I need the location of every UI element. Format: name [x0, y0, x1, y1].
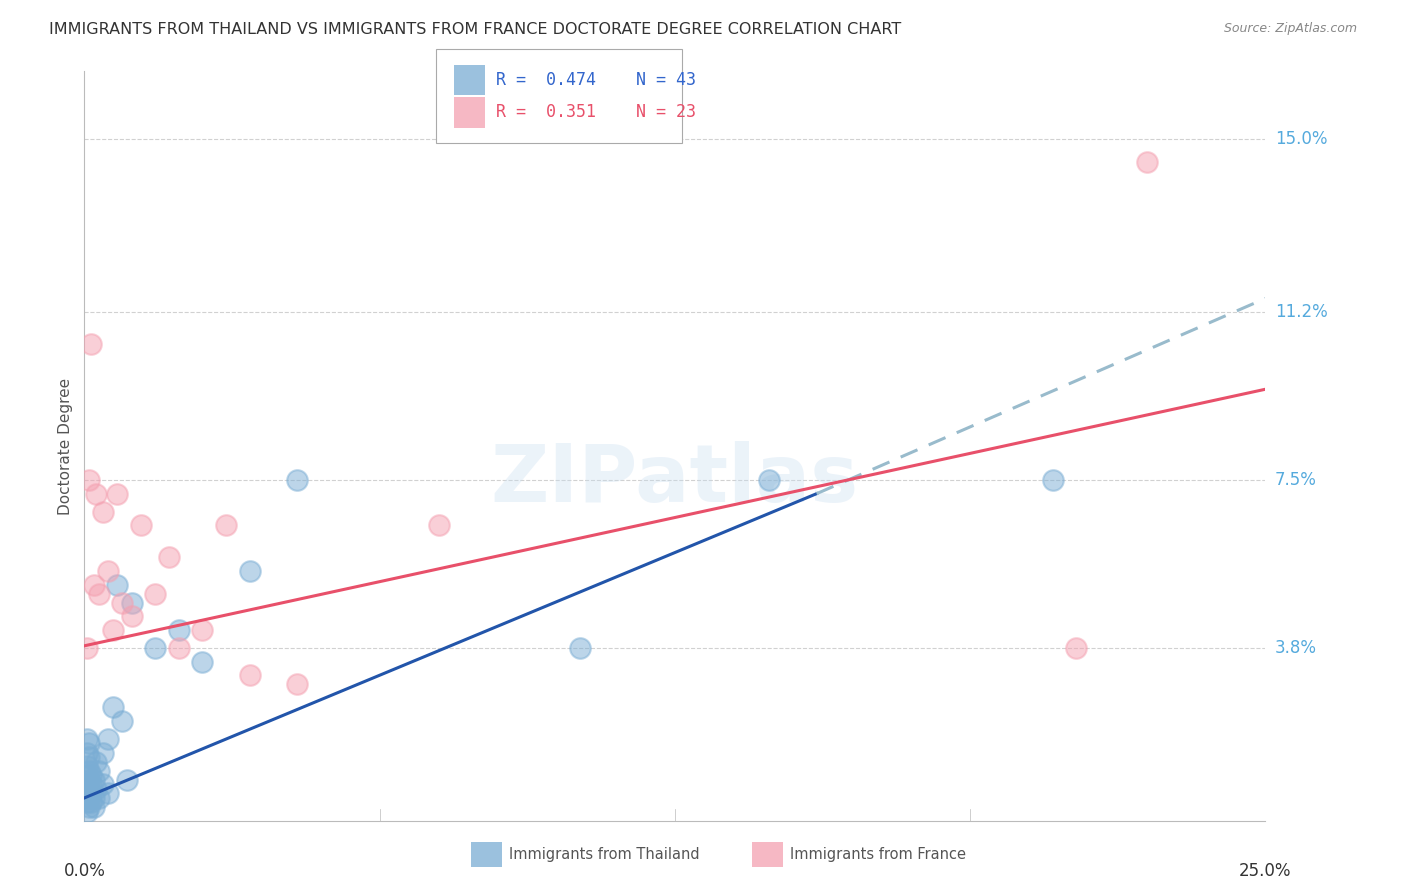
Point — [167, 641, 190, 656]
Point — [77, 473, 100, 487]
Point — [239, 564, 262, 578]
Point — [215, 518, 238, 533]
Point — [80, 768, 103, 782]
Point — [91, 505, 114, 519]
Point — [83, 577, 105, 591]
Text: R =  0.351    N = 23: R = 0.351 N = 23 — [496, 103, 696, 121]
Point — [143, 641, 166, 656]
Point — [80, 796, 103, 810]
Text: Source: ZipAtlas.com: Source: ZipAtlas.com — [1223, 22, 1357, 36]
Point — [191, 623, 214, 637]
Point — [1042, 473, 1064, 487]
Text: 11.2%: 11.2% — [1275, 303, 1327, 321]
Point — [97, 786, 120, 800]
Point — [84, 781, 107, 796]
Text: IMMIGRANTS FROM THAILAND VS IMMIGRANTS FROM FRANCE DOCTORATE DEGREE CORRELATION : IMMIGRANTS FROM THAILAND VS IMMIGRANTS F… — [49, 22, 901, 37]
Point — [129, 518, 152, 533]
Point — [191, 655, 214, 669]
Point — [76, 768, 98, 782]
Point — [107, 486, 129, 500]
Point — [76, 796, 98, 810]
Point — [91, 777, 114, 791]
Point — [84, 486, 107, 500]
Point — [80, 336, 103, 351]
Text: ZIPatlas: ZIPatlas — [491, 441, 859, 519]
Point — [285, 473, 308, 487]
Point — [83, 772, 105, 787]
Point — [87, 791, 110, 805]
Point — [97, 731, 120, 746]
Text: 7.5%: 7.5% — [1275, 471, 1317, 489]
Point — [97, 564, 120, 578]
Point — [84, 755, 107, 769]
Point — [101, 623, 124, 637]
Point — [76, 641, 98, 656]
Point — [77, 791, 100, 805]
Text: 15.0%: 15.0% — [1275, 130, 1327, 148]
Point — [111, 596, 134, 610]
Text: R =  0.474    N = 43: R = 0.474 N = 43 — [496, 71, 696, 89]
Text: Immigrants from Thailand: Immigrants from Thailand — [509, 847, 700, 862]
Point — [77, 772, 100, 787]
Point — [121, 609, 143, 624]
Point — [239, 668, 262, 682]
Point — [569, 641, 592, 656]
Point — [83, 791, 105, 805]
Point — [758, 473, 780, 487]
Y-axis label: Doctorate Degree: Doctorate Degree — [58, 377, 73, 515]
Point — [87, 764, 110, 778]
Point — [1066, 641, 1088, 656]
Text: 3.8%: 3.8% — [1275, 639, 1317, 657]
Point — [121, 596, 143, 610]
Point — [76, 759, 98, 773]
Point — [101, 700, 124, 714]
Text: 25.0%: 25.0% — [1239, 862, 1292, 880]
Point — [91, 746, 114, 760]
Point — [77, 736, 100, 750]
Point — [76, 731, 98, 746]
Point — [77, 764, 100, 778]
Point — [427, 518, 450, 533]
Point — [80, 786, 103, 800]
Point — [77, 781, 100, 796]
Point — [76, 805, 98, 819]
Point — [77, 800, 100, 814]
Point — [76, 746, 98, 760]
Point — [285, 677, 308, 691]
Point — [157, 550, 180, 565]
Point — [167, 623, 190, 637]
Text: Immigrants from France: Immigrants from France — [790, 847, 966, 862]
Point — [107, 577, 129, 591]
Point — [77, 750, 100, 764]
Point — [76, 777, 98, 791]
Point — [87, 586, 110, 600]
Point — [83, 800, 105, 814]
Point — [111, 714, 134, 728]
Point — [80, 777, 103, 791]
Point — [76, 786, 98, 800]
Point — [143, 586, 166, 600]
Point — [1136, 155, 1159, 169]
Text: 0.0%: 0.0% — [63, 862, 105, 880]
Point — [115, 772, 138, 787]
